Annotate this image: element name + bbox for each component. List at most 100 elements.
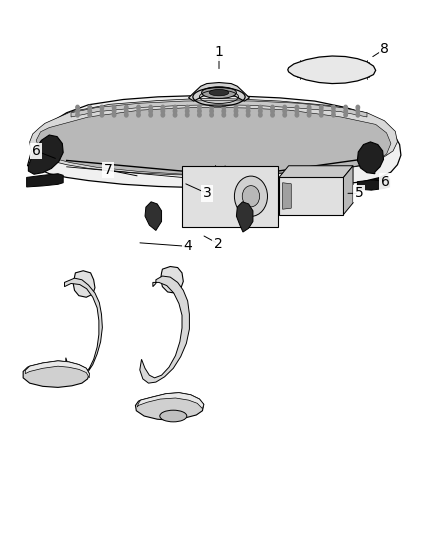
Polygon shape xyxy=(137,393,204,409)
Circle shape xyxy=(88,109,92,114)
Text: 4: 4 xyxy=(183,239,192,253)
Polygon shape xyxy=(73,271,95,297)
Circle shape xyxy=(222,106,226,110)
Circle shape xyxy=(271,113,274,117)
Polygon shape xyxy=(140,276,189,383)
Circle shape xyxy=(295,113,299,117)
Circle shape xyxy=(344,113,347,117)
Text: 3: 3 xyxy=(202,187,211,200)
Polygon shape xyxy=(23,361,89,387)
Polygon shape xyxy=(182,166,278,227)
Circle shape xyxy=(161,109,165,114)
Polygon shape xyxy=(64,278,102,379)
Polygon shape xyxy=(71,101,367,117)
Circle shape xyxy=(247,109,250,114)
Circle shape xyxy=(76,113,79,117)
Text: 2: 2 xyxy=(214,237,223,251)
Circle shape xyxy=(124,113,128,117)
Circle shape xyxy=(113,106,116,110)
Circle shape xyxy=(332,113,335,117)
Circle shape xyxy=(242,185,260,207)
Polygon shape xyxy=(25,361,89,378)
Circle shape xyxy=(258,113,262,117)
Circle shape xyxy=(258,106,262,110)
Circle shape xyxy=(137,106,140,110)
Circle shape xyxy=(344,106,347,110)
Circle shape xyxy=(295,109,299,114)
Circle shape xyxy=(173,113,177,117)
Circle shape xyxy=(320,106,323,110)
Circle shape xyxy=(283,109,286,114)
Circle shape xyxy=(149,109,152,114)
Circle shape xyxy=(185,113,189,117)
Circle shape xyxy=(100,113,104,117)
Polygon shape xyxy=(135,393,204,420)
Circle shape xyxy=(173,109,177,114)
Polygon shape xyxy=(27,174,63,187)
Circle shape xyxy=(198,113,201,117)
Polygon shape xyxy=(161,266,184,293)
Circle shape xyxy=(222,109,226,114)
Circle shape xyxy=(198,106,201,110)
Polygon shape xyxy=(357,177,390,190)
Circle shape xyxy=(185,109,189,114)
Polygon shape xyxy=(145,202,162,230)
Text: 1: 1 xyxy=(215,45,223,59)
Circle shape xyxy=(124,106,128,110)
Circle shape xyxy=(234,109,238,114)
Circle shape xyxy=(332,106,335,110)
Ellipse shape xyxy=(209,90,229,96)
Polygon shape xyxy=(343,166,353,215)
Circle shape xyxy=(198,109,201,114)
Text: 5: 5 xyxy=(355,187,364,200)
Polygon shape xyxy=(288,56,376,84)
Circle shape xyxy=(307,113,311,117)
Text: 8: 8 xyxy=(380,42,389,56)
Circle shape xyxy=(320,113,323,117)
Ellipse shape xyxy=(160,410,187,422)
Polygon shape xyxy=(30,99,397,175)
Polygon shape xyxy=(28,135,63,174)
Circle shape xyxy=(344,109,347,114)
Circle shape xyxy=(137,109,140,114)
Circle shape xyxy=(332,109,335,114)
Polygon shape xyxy=(283,183,291,209)
Circle shape xyxy=(234,176,268,216)
Circle shape xyxy=(356,109,360,114)
Circle shape xyxy=(137,113,140,117)
Polygon shape xyxy=(279,166,353,177)
Circle shape xyxy=(258,109,262,114)
Circle shape xyxy=(320,109,323,114)
Circle shape xyxy=(161,113,165,117)
Circle shape xyxy=(76,109,79,114)
Circle shape xyxy=(307,109,311,114)
Circle shape xyxy=(76,106,79,110)
Circle shape xyxy=(222,113,226,117)
Circle shape xyxy=(356,106,360,110)
Circle shape xyxy=(185,106,189,110)
Circle shape xyxy=(283,113,286,117)
Circle shape xyxy=(88,106,92,110)
Text: 6: 6 xyxy=(32,144,41,158)
Polygon shape xyxy=(188,83,250,101)
Circle shape xyxy=(149,106,152,110)
Circle shape xyxy=(234,106,238,110)
Circle shape xyxy=(271,109,274,114)
Circle shape xyxy=(161,106,165,110)
Circle shape xyxy=(283,106,286,110)
Circle shape xyxy=(356,113,360,117)
Circle shape xyxy=(100,109,104,114)
Circle shape xyxy=(247,113,250,117)
Circle shape xyxy=(307,106,311,110)
Text: 7: 7 xyxy=(104,163,113,177)
Circle shape xyxy=(88,113,92,117)
Polygon shape xyxy=(28,96,401,188)
Circle shape xyxy=(113,113,116,117)
Circle shape xyxy=(173,106,177,110)
Polygon shape xyxy=(279,177,343,215)
Circle shape xyxy=(210,109,213,114)
Polygon shape xyxy=(357,142,384,174)
Polygon shape xyxy=(237,202,253,232)
Circle shape xyxy=(234,113,238,117)
Polygon shape xyxy=(36,108,391,175)
